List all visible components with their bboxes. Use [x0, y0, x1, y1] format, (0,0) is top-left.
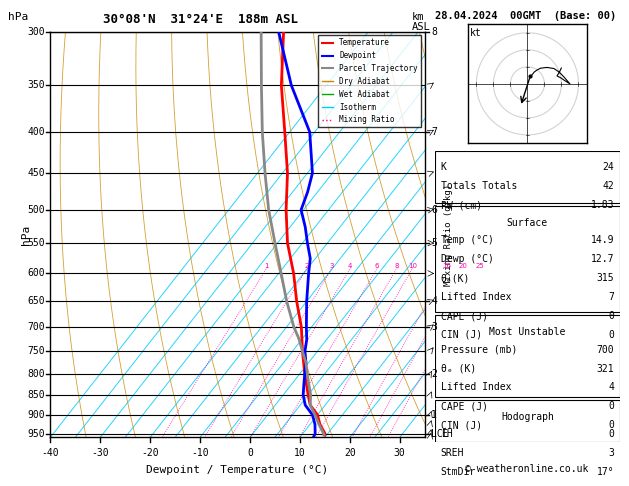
- Text: 300: 300: [27, 27, 45, 36]
- Text: kt: kt: [470, 28, 482, 38]
- Bar: [435, 151, 620, 203]
- Text: 4: 4: [431, 296, 437, 306]
- Text: CIN (J): CIN (J): [441, 330, 482, 340]
- Text: 1: 1: [431, 410, 437, 420]
- Text: 750: 750: [27, 346, 45, 356]
- Text: 42: 42: [603, 181, 614, 191]
- Text: 700: 700: [27, 322, 45, 332]
- Text: 800: 800: [27, 369, 45, 379]
- Text: 450: 450: [27, 168, 45, 178]
- Text: 7: 7: [431, 127, 437, 137]
- Text: 17°: 17°: [596, 467, 614, 477]
- Text: 7: 7: [608, 292, 614, 302]
- Text: 350: 350: [27, 80, 45, 90]
- Text: 500: 500: [27, 205, 45, 215]
- Text: SREH: SREH: [441, 448, 464, 458]
- Text: 2: 2: [304, 263, 309, 269]
- Text: 28.04.2024  00GMT  (Base: 00): 28.04.2024 00GMT (Base: 00): [435, 11, 616, 21]
- Text: 321: 321: [596, 364, 614, 374]
- Text: 3: 3: [330, 263, 334, 269]
- Text: CAPE (J): CAPE (J): [441, 401, 488, 412]
- Text: 24: 24: [603, 162, 614, 173]
- Text: 4: 4: [608, 382, 614, 393]
- Text: Temp (°C): Temp (°C): [441, 235, 494, 245]
- Text: Dewpoint / Temperature (°C): Dewpoint / Temperature (°C): [147, 465, 328, 475]
- Text: θₑ(K): θₑ(K): [441, 273, 470, 283]
- Text: PW (cm): PW (cm): [441, 200, 482, 210]
- Text: -20: -20: [142, 448, 159, 457]
- Text: 6: 6: [375, 263, 379, 269]
- Text: Mixing Ratio (g/kg): Mixing Ratio (g/kg): [445, 183, 454, 286]
- Text: hPa: hPa: [8, 12, 28, 22]
- Text: θₑ (K): θₑ (K): [441, 364, 476, 374]
- Text: 600: 600: [27, 268, 45, 278]
- Text: 0: 0: [608, 429, 614, 439]
- Text: Totals Totals: Totals Totals: [441, 181, 517, 191]
- Text: Pressure (mb): Pressure (mb): [441, 345, 517, 355]
- Text: Hodograph: Hodograph: [501, 412, 554, 422]
- Text: 25: 25: [476, 263, 484, 269]
- Text: 12.7: 12.7: [591, 254, 614, 264]
- Text: 1: 1: [264, 263, 269, 269]
- Text: 3: 3: [608, 448, 614, 458]
- Text: 4: 4: [348, 263, 352, 269]
- Text: Lifted Index: Lifted Index: [441, 292, 511, 302]
- Text: ASL: ASL: [412, 22, 431, 32]
- Text: CIN (J): CIN (J): [441, 420, 482, 431]
- Text: 850: 850: [27, 390, 45, 400]
- Text: LCL: LCL: [431, 429, 449, 439]
- Text: Dewp (°C): Dewp (°C): [441, 254, 494, 264]
- Text: 950: 950: [27, 429, 45, 439]
- Text: 400: 400: [27, 127, 45, 137]
- Text: 1.83: 1.83: [591, 200, 614, 210]
- Text: 20: 20: [459, 263, 467, 269]
- Text: 550: 550: [27, 238, 45, 248]
- Text: -30: -30: [91, 448, 109, 457]
- Text: 900: 900: [27, 410, 45, 420]
- Text: 3: 3: [431, 322, 437, 332]
- Text: 14.9: 14.9: [591, 235, 614, 245]
- Text: 700: 700: [596, 345, 614, 355]
- Text: 20: 20: [344, 448, 355, 457]
- Text: 6: 6: [431, 205, 437, 215]
- Text: 8: 8: [431, 27, 437, 36]
- Text: km: km: [412, 12, 425, 22]
- Text: K: K: [441, 162, 447, 173]
- Text: Surface: Surface: [507, 218, 548, 228]
- Text: -10: -10: [191, 448, 209, 457]
- Text: 16: 16: [442, 263, 451, 269]
- Text: 0: 0: [608, 311, 614, 321]
- Legend: Temperature, Dewpoint, Parcel Trajectory, Dry Adiabat, Wet Adiabat, Isotherm, Mi: Temperature, Dewpoint, Parcel Trajectory…: [318, 35, 421, 127]
- Bar: [435, 315, 620, 397]
- Text: Lifted Index: Lifted Index: [441, 382, 511, 393]
- Text: 2: 2: [431, 369, 437, 379]
- Text: 10: 10: [294, 448, 306, 457]
- Text: CAPE (J): CAPE (J): [441, 311, 488, 321]
- Text: 30°08'N  31°24'E  188m ASL: 30°08'N 31°24'E 188m ASL: [103, 13, 298, 25]
- Text: Most Unstable: Most Unstable: [489, 327, 565, 337]
- Text: © weatheronline.co.uk: © weatheronline.co.uk: [465, 464, 589, 474]
- Bar: [435, 400, 620, 442]
- Text: 8: 8: [394, 263, 399, 269]
- Text: hPa: hPa: [21, 225, 31, 244]
- Text: 0: 0: [608, 420, 614, 431]
- Text: StmDir: StmDir: [441, 467, 476, 477]
- Text: 0: 0: [247, 448, 253, 457]
- Text: 30: 30: [394, 448, 406, 457]
- Text: 650: 650: [27, 296, 45, 306]
- Text: -40: -40: [42, 448, 59, 457]
- Text: 315: 315: [596, 273, 614, 283]
- Text: 0: 0: [608, 330, 614, 340]
- Text: 0: 0: [608, 401, 614, 412]
- Bar: [435, 206, 620, 312]
- Text: EH: EH: [441, 429, 452, 439]
- Text: 10: 10: [408, 263, 417, 269]
- Text: 5: 5: [431, 238, 437, 248]
